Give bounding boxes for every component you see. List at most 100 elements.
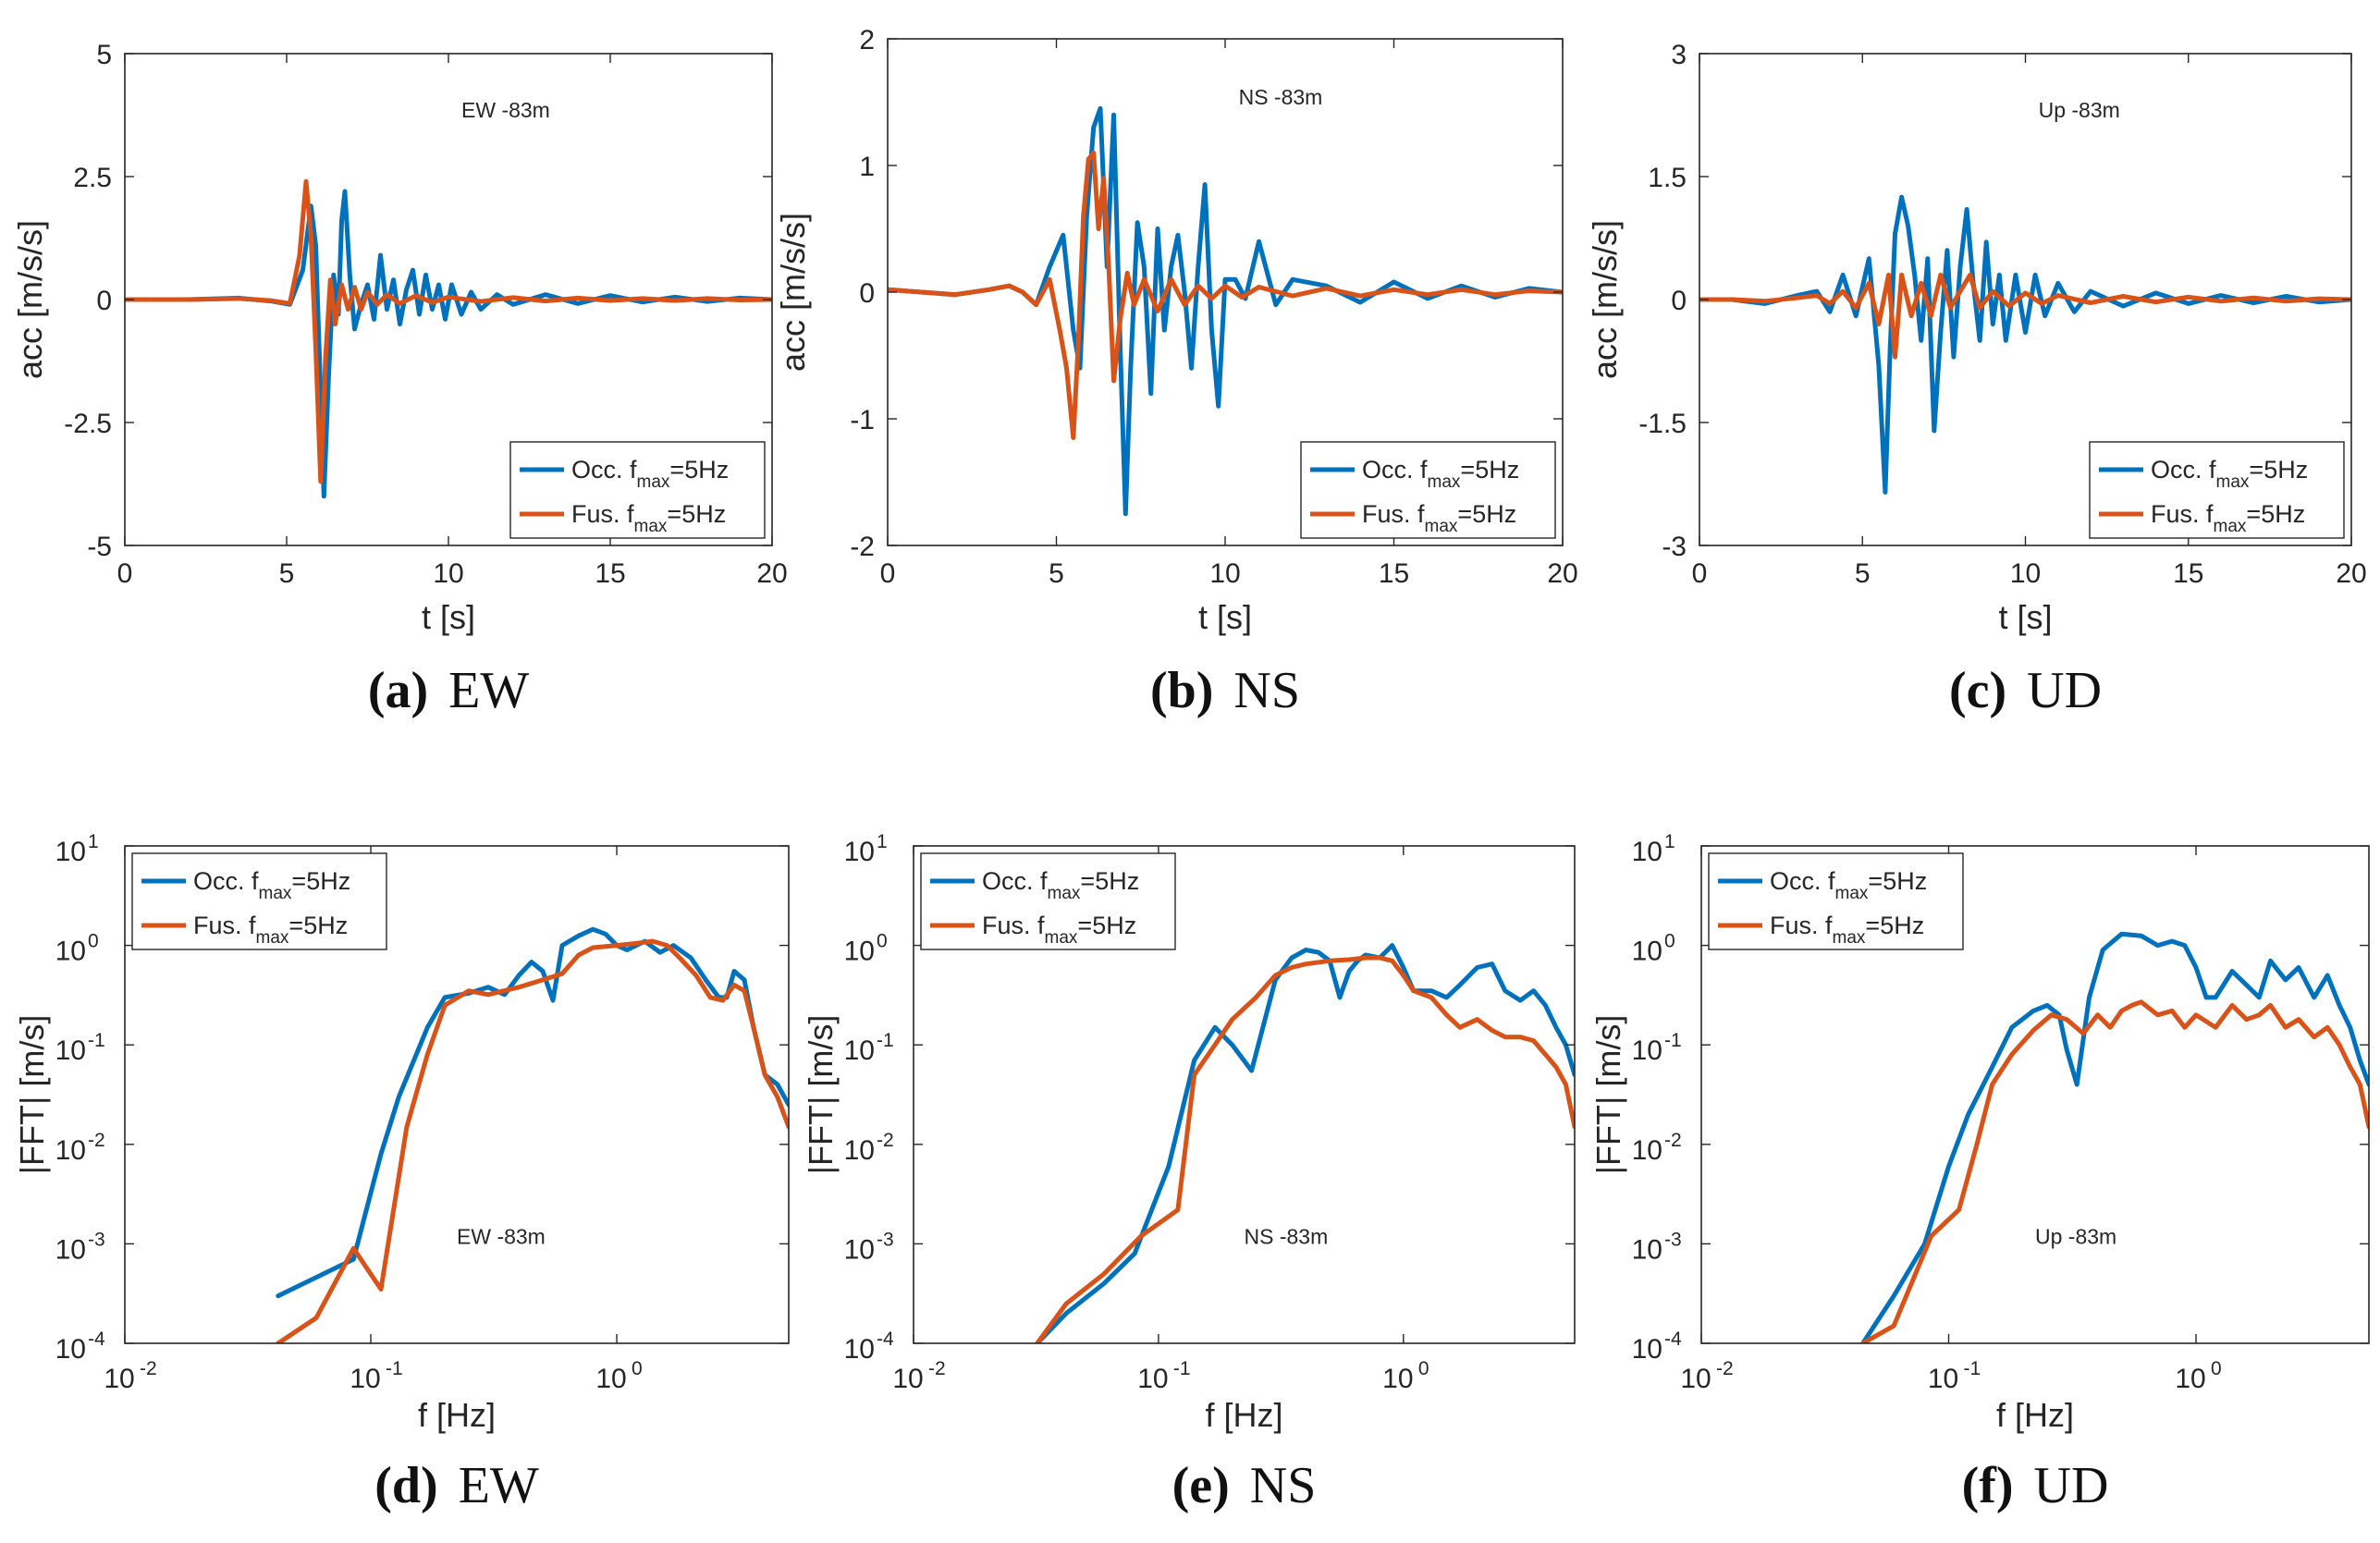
legend-suffix: =5Hz [1865, 912, 1924, 939]
y-axis-label: |FFT| [m/s] [802, 1015, 840, 1175]
legend-suffix: =5Hz [1457, 500, 1516, 528]
annotation-text: EW -83m [457, 1224, 546, 1248]
x-tick-label: 0 [880, 558, 896, 589]
series-fus-line [276, 938, 789, 1343]
y-tick-label: -3 [1662, 532, 1687, 562]
y-tick-label: 5 [96, 40, 112, 70]
x-tick-label: 10 [1382, 1364, 1413, 1394]
legend-prefix: Fus. f [982, 912, 1045, 939]
x-tick-label: 10 [104, 1364, 134, 1394]
legend-suffix: =5Hz [288, 912, 348, 939]
y-tick-label: 2.5 [73, 163, 112, 193]
y-tick-label: 2 [859, 25, 875, 55]
y-tick-label: 3 [1671, 40, 1687, 70]
y-tick-label: 10 [844, 937, 875, 967]
legend-subscript: max [1045, 928, 1078, 948]
x-tick-exponent: -2 [928, 1358, 946, 1379]
panel-caption: (a) EW [368, 662, 530, 719]
caption-letter: (d) [374, 1457, 437, 1514]
panel-caption: (c) UD [1949, 662, 2102, 719]
legend-prefix: Fus. f [2151, 500, 2214, 528]
x-tick-label: 20 [2336, 558, 2366, 589]
y-tick-label: 10 [1632, 937, 1662, 967]
x-tick-exponent: -2 [1716, 1358, 1734, 1379]
legend-label-occ: Occ. fmax=5Hz [193, 867, 350, 903]
y-axis-label: |FFT| [m/s] [13, 1015, 51, 1175]
axes-frame [1700, 845, 2370, 1344]
x-tick-exponent: -1 [1964, 1358, 1981, 1379]
legend-box [2089, 441, 2345, 539]
y-tick-label: -1.5 [1638, 409, 1687, 439]
legend-label-fus: Fus. fmax=5Hz [193, 912, 348, 948]
x-tick-exponent: 0 [632, 1358, 643, 1379]
x-tick-label: 10 [892, 1364, 923, 1394]
caption-text: UD [2027, 662, 2102, 719]
legend-subscript: max [1835, 884, 1869, 903]
legend-prefix: Fus. f [1362, 500, 1425, 528]
x-axis-label: t [s] [422, 598, 475, 636]
annotation-text: EW -83m [461, 98, 550, 122]
caption-letter: (f) [1962, 1457, 2014, 1514]
legend-prefix: Fus. f [1770, 912, 1833, 939]
legend-prefix: Occ. f [2151, 456, 2216, 484]
y-tick-exponent: -4 [877, 1329, 894, 1350]
x-tick-label: 5 [1855, 558, 1871, 589]
y-tick-exponent: 1 [877, 831, 888, 852]
caption-text: NS [1233, 662, 1300, 719]
legend-suffix: =5Hz [1460, 456, 1519, 484]
legend-label-fus: Fus. fmax=5Hz [1362, 500, 1516, 536]
y-tick-label: 10 [55, 1135, 86, 1166]
legend-label-occ: Occ. fmax=5Hz [571, 456, 729, 492]
panel-d: 10 -2 10 -1 10 010 -410 -310 -210 -110 010 1f [Hz]|… [13, 831, 790, 1514]
legend-suffix: =5Hz [2249, 456, 2308, 484]
axes-frame [913, 845, 1576, 1344]
legend-box [1300, 441, 1556, 539]
y-tick-exponent: -3 [88, 1229, 105, 1250]
panel-caption: (b) NS [1150, 662, 1300, 719]
y-tick-label: 0 [859, 278, 875, 309]
x-tick-label: 10 [433, 558, 463, 589]
legend-box [509, 441, 766, 539]
legend-label-occ: Occ. fmax=5Hz [982, 867, 1139, 903]
y-tick-exponent: -4 [88, 1329, 105, 1350]
x-tick-label: 0 [117, 558, 133, 589]
annotation-text: Up -83m [2035, 1224, 2116, 1248]
x-tick-label: 15 [2173, 558, 2203, 589]
y-tick-exponent: -2 [877, 1130, 894, 1151]
y-tick-label: -5 [87, 532, 112, 562]
y-axis-label: |FFT| [m/s] [1589, 1015, 1627, 1175]
legend-suffix: =5Hz [291, 867, 350, 895]
y-tick-label: 1 [859, 152, 875, 182]
legend-label-fus: Fus. fmax=5Hz [571, 500, 726, 536]
series-occ-line [1035, 943, 1575, 1343]
y-tick-label: -2.5 [64, 409, 112, 439]
y-tick-exponent: 1 [1664, 831, 1675, 852]
annotation-text: Up -83m [2039, 98, 2120, 122]
y-axis-label: acc [m/s/s] [1586, 220, 1624, 379]
legend: Occ. fmax=5Hz Fus. fmax=5Hz [1300, 441, 1556, 539]
legend-prefix: Occ. f [982, 867, 1048, 895]
y-axis-label: acc [m/s/s] [11, 220, 49, 379]
legend-label-occ: Occ. fmax=5Hz [1362, 456, 1519, 492]
panel-e: 10 -2 10 -1 10 010 -410 -310 -210 -110 010 1f [Hz]|… [802, 831, 1576, 1514]
y-tick-label: 10 [844, 837, 875, 867]
y-tick-exponent: -3 [877, 1229, 894, 1250]
y-tick-label: 10 [1632, 1135, 1662, 1166]
x-tick-label: 0 [1692, 558, 1708, 589]
legend-subscript: max [1833, 928, 1866, 948]
y-tick-label: 10 [55, 1234, 86, 1265]
y-tick-label: 0 [96, 286, 112, 316]
y-tick-exponent: -2 [88, 1130, 105, 1151]
caption-text: EW [459, 1457, 539, 1514]
caption-letter: (c) [1949, 662, 2006, 719]
legend-prefix: Occ. f [1362, 456, 1428, 484]
legend-subscript: max [637, 472, 670, 492]
y-tick-label: -1 [850, 405, 875, 435]
x-axis-label: t [s] [1198, 598, 1252, 636]
y-tick-label: 0 [1671, 286, 1687, 316]
y-tick-label: 10 [55, 837, 86, 867]
y-tick-label: 10 [1632, 1035, 1662, 1066]
